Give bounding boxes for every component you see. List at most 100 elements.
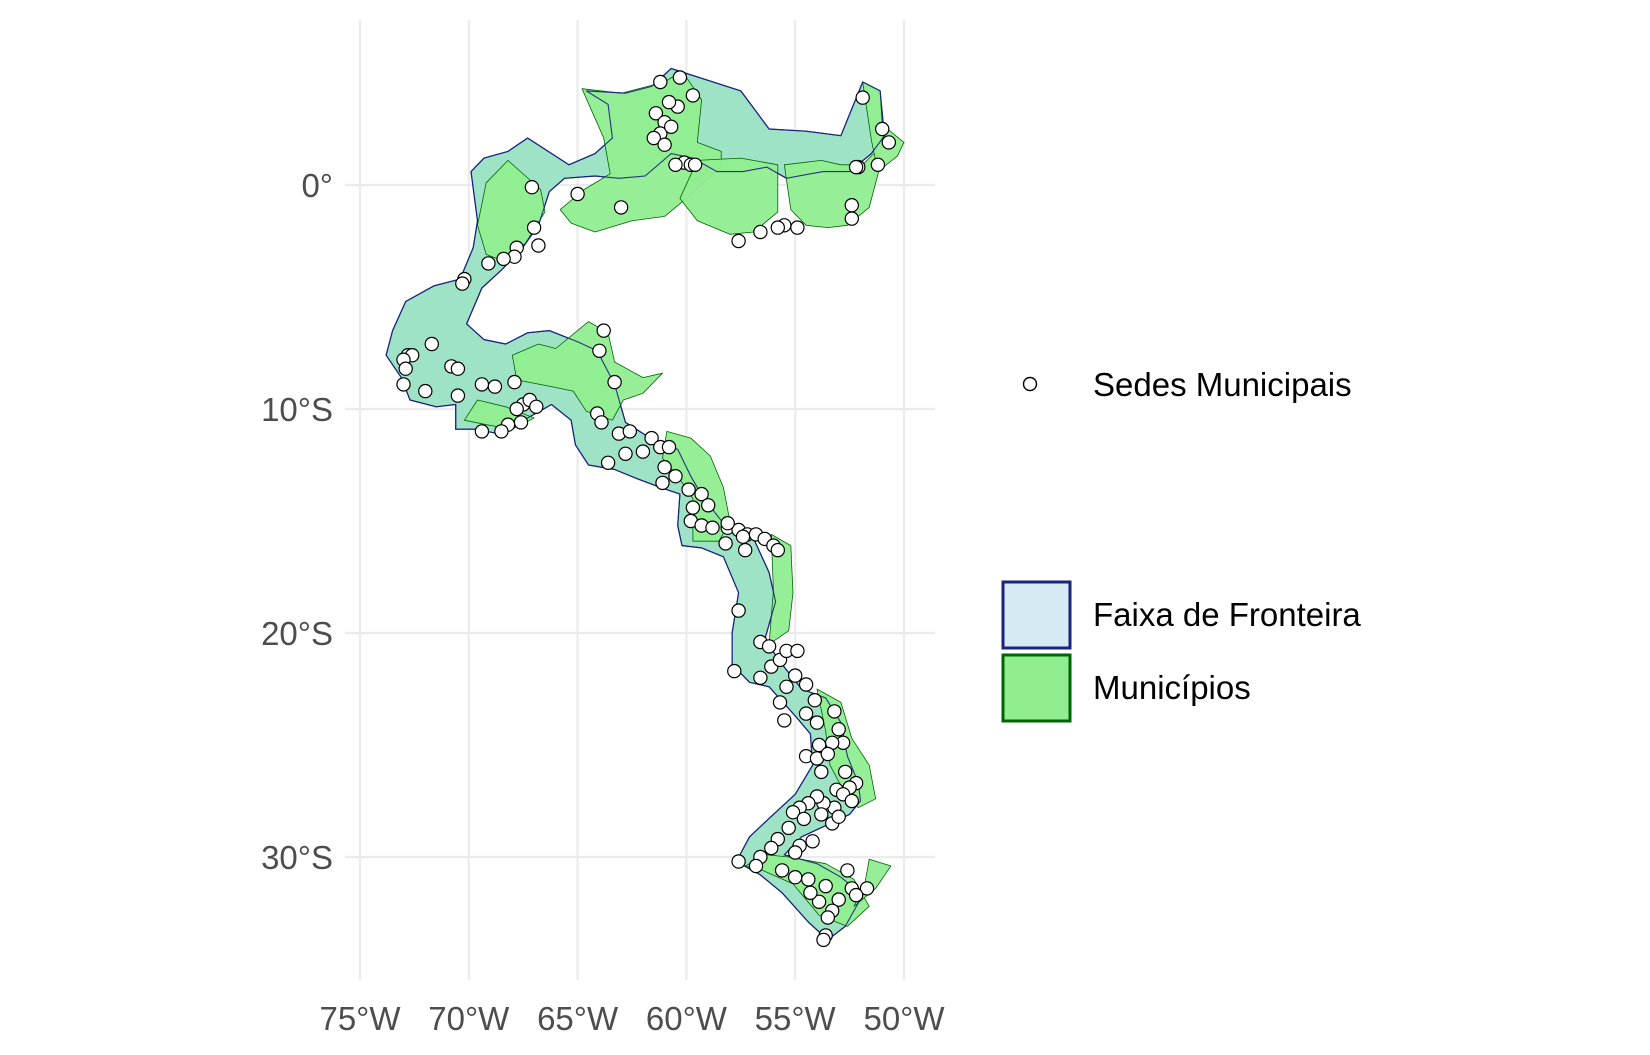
sede-municipal-point [788, 870, 803, 885]
sede-municipal-point [418, 383, 433, 399]
municipio-polygon [511, 321, 663, 421]
sede-municipal-point [524, 179, 540, 195]
sede-municipal-point [668, 157, 683, 172]
sede-municipal-point [844, 197, 860, 213]
sede-municipal-point [801, 872, 816, 887]
sede-municipal-point [487, 379, 503, 394]
sede-municipal-point [859, 881, 875, 896]
sede-municipal-point [474, 424, 490, 439]
sede-municipal-point [770, 542, 786, 558]
sede-municipal-point [685, 88, 701, 103]
sede-municipal-point [811, 894, 827, 910]
sede-municipal-point [474, 377, 490, 392]
sede-municipal-point [705, 520, 720, 535]
legend-point-symbol [1022, 376, 1038, 392]
sede-municipal-point [646, 130, 662, 146]
sede-municipal-point [796, 811, 812, 827]
sede-municipal-point [668, 469, 683, 484]
sede-municipal-point [777, 713, 792, 728]
x-tick-label: 55°W [755, 1000, 837, 1037]
sede-municipal-point [805, 834, 820, 849]
sede-municipal-point [507, 374, 522, 390]
sede-municipal-point [831, 722, 846, 737]
sede-municipal-point [664, 119, 679, 135]
x-tick-label: 60°W [646, 1000, 728, 1037]
sede-municipal-point [818, 878, 833, 894]
sede-municipal-point [788, 845, 803, 860]
sede-municipal-point [785, 805, 801, 820]
sede-municipal-point [870, 157, 886, 172]
sede-municipal-point [881, 135, 897, 150]
sede-municipal-point [655, 475, 670, 491]
sede-municipal-point [764, 840, 779, 856]
sede-municipal-point [509, 401, 524, 417]
sede-municipal-point [648, 106, 664, 121]
sede-municipal-point [774, 863, 790, 878]
sede-municipal-point [450, 388, 466, 403]
sede-municipal-point [731, 854, 746, 869]
municipio-polygon [783, 153, 883, 228]
sede-municipal-point [635, 444, 651, 459]
sede-municipal-point [622, 424, 638, 439]
y-tick-label: 20°S [261, 615, 333, 652]
sede-municipal-point [529, 399, 544, 414]
sede-municipal-point [761, 639, 777, 654]
sede-municipal-point [618, 446, 633, 461]
y-tick-label: 30°S [261, 839, 333, 876]
sede-municipal-point [513, 415, 529, 430]
sede-municipal-point [731, 603, 746, 618]
sede-municipal-point [848, 887, 864, 903]
sede-municipal-point [814, 764, 829, 780]
sede-municipal-point [592, 343, 607, 358]
sede-municipal-point [694, 486, 709, 502]
legend-faixa-swatch [1001, 580, 1072, 650]
sede-municipal-point [481, 256, 496, 271]
sede-municipal-point [790, 220, 805, 235]
sede-municipal-point [398, 361, 413, 376]
sede-municipal-point [753, 224, 768, 240]
x-tick-label: 65°W [537, 1000, 619, 1037]
sede-municipal-point [494, 424, 509, 439]
sede-municipal-point [844, 793, 860, 809]
sede-municipal-point [831, 809, 846, 824]
sede-municipal-point [672, 70, 688, 85]
legend: Sedes Municipais Faixa de Fronteira Muni… [1001, 366, 1361, 723]
y-tick-label: 0° [301, 167, 333, 204]
sede-municipal-point [798, 706, 814, 721]
sede-municipal-point [803, 885, 818, 901]
sede-municipal-point [600, 455, 616, 470]
x-tick-label: 75°W [319, 1000, 401, 1037]
sede-municipal-point [681, 482, 696, 497]
sede-municipal-point [753, 670, 768, 686]
sede-municipal-point [844, 211, 860, 226]
sede-municipal-point [687, 157, 703, 172]
sede-municipal-point [788, 668, 803, 683]
sede-municipal-point [644, 430, 659, 446]
sede-municipal-point [831, 892, 846, 907]
sede-municipal-point [798, 677, 814, 692]
sede-municipal-point [661, 439, 677, 455]
legend-points-label: Sedes Municipais [1093, 366, 1352, 403]
sede-municipal-point [685, 500, 701, 515]
sede-municipal-point [790, 643, 805, 659]
sede-municipal-point [875, 121, 890, 137]
sede-municipal-point [820, 910, 836, 925]
sede-municipal-point [814, 807, 829, 822]
sede-municipal-point [827, 704, 842, 719]
sede-municipal-point [450, 361, 466, 376]
sede-municipal-point [596, 323, 611, 338]
y-tick-label: 10°S [261, 391, 333, 428]
sede-municipal-point [607, 374, 622, 390]
sede-municipal-point [594, 415, 609, 430]
axis-labels: 75°W 70°W 65°W 60°W 55°W 50°W 0° 10°S 20°S 30°S [261, 167, 945, 1037]
sede-municipal-point [657, 460, 672, 475]
sede-municipal-point [848, 159, 864, 175]
sede-municipal-point [455, 276, 470, 291]
sede-municipal-point [718, 536, 733, 551]
sedes-municipais-layer [396, 70, 897, 948]
sede-municipal-point [770, 220, 786, 235]
sede-municipal-point [731, 233, 746, 249]
sede-municipal-point [424, 336, 439, 352]
